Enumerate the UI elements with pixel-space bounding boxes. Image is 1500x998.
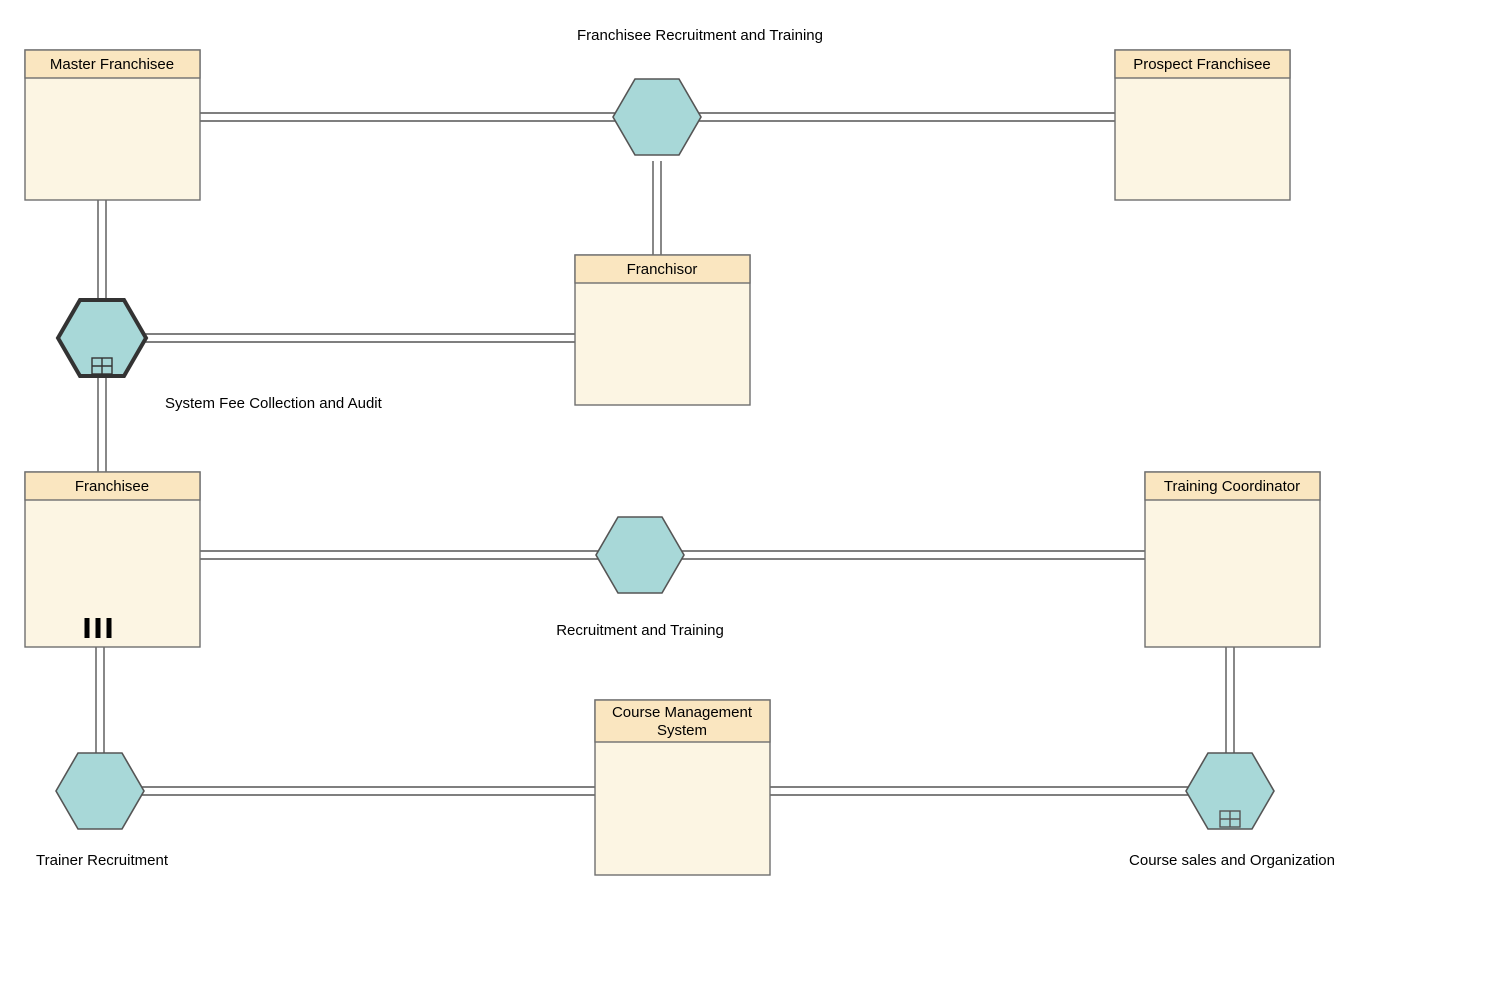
conversation-course-sales <box>1186 753 1274 829</box>
conversation-franchisee-recruitment <box>613 79 701 155</box>
pool-franchisee-label: Franchisee <box>75 478 149 495</box>
conversation-links <box>96 113 1234 795</box>
conversation-franchisee-recruitment-label: Franchisee Recruitment and Training <box>577 27 823 44</box>
conversation-recruitment-training <box>596 517 684 593</box>
pool-franchisee: Franchisee <box>25 472 200 647</box>
pool-training-coordinator: Training Coordinator <box>1145 472 1320 647</box>
pool-master-franchisee: Master Franchisee <box>25 50 200 200</box>
conversation-recruitment-training-label: Recruitment and Training <box>556 622 724 639</box>
conversation-course-sales-label: Course sales and Organization <box>1129 852 1335 869</box>
pool-cms-label-line2: System <box>657 722 707 739</box>
pool-prospect-franchisee-label: Prospect Franchisee <box>1133 56 1271 73</box>
pool-cms-label-line1: Course Management <box>612 704 753 721</box>
pool-course-management-system: Course Management System <box>595 700 770 875</box>
pool-training-coordinator-label: Training Coordinator <box>1164 478 1300 495</box>
conversation-trainer-recruitment <box>56 753 144 829</box>
conversation-trainer-recruitment-label: Trainer Recruitment <box>36 852 169 869</box>
conversation-system-fee-label: System Fee Collection and Audit <box>165 395 383 412</box>
pool-franchisor-label: Franchisor <box>627 261 698 278</box>
pool-franchisor: Franchisor <box>575 255 750 405</box>
bpmn-conversation-diagram: Master Franchisee Prospect Franchisee Fr… <box>0 0 1500 998</box>
pool-prospect-franchisee: Prospect Franchisee <box>1115 50 1290 200</box>
conversation-system-fee <box>58 300 146 376</box>
pool-master-franchisee-label: Master Franchisee <box>50 56 174 73</box>
